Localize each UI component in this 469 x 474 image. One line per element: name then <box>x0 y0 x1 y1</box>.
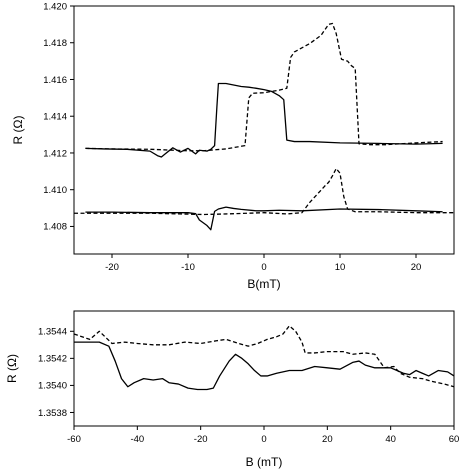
series-line-3 <box>85 206 443 231</box>
series-line-2 <box>73 325 455 388</box>
x-tick-label: -20 <box>105 262 119 273</box>
x-tick-label: 0 <box>261 262 266 273</box>
x-tick-label: -60 <box>67 434 81 445</box>
series-line-2 <box>85 22 443 152</box>
x-axis-label: B(mT) <box>247 277 280 291</box>
x-tick-label: 20 <box>411 262 422 273</box>
y-tick-label: 1.416 <box>43 75 67 86</box>
top-panel: -20 -10 0 10 20 1.408 1.410 1.412 1.414 1.416 1.41… <box>11 1 455 291</box>
x-tick-label: 60 <box>449 434 460 445</box>
x-tick-label: -20 <box>194 434 208 445</box>
x-tick-label: -10 <box>181 262 195 273</box>
series-line-4 <box>74 167 454 216</box>
y-tick-label: 1.3538 <box>38 408 67 419</box>
y-tick-label: 1.418 <box>43 38 67 49</box>
y-tick-label: 1.3542 <box>38 354 67 365</box>
series-line-1 <box>85 82 443 158</box>
y-tick-label: 1.3540 <box>38 381 67 392</box>
x-tick-label: 10 <box>335 262 346 273</box>
y-tick-label: 1.414 <box>43 112 67 123</box>
y-tick-label: 1.3544 <box>38 327 67 338</box>
y-tick-label: 1.420 <box>43 1 67 12</box>
x-tick-label: 20 <box>322 434 333 445</box>
y-axis-label: R (Ω) <box>5 354 19 383</box>
x-axis-label: B (mT) <box>246 455 283 469</box>
x-tick-label: -40 <box>130 434 144 445</box>
series-line-1 <box>74 341 455 391</box>
y-tick-label: 1.410 <box>43 185 67 196</box>
y-tick-label: 1.412 <box>43 148 67 159</box>
x-tick-label: 40 <box>385 434 396 445</box>
y-axis-label: R (Ω) <box>11 116 25 145</box>
bottom-panel: -60 -40 -20 0 20 40 60 1.3538 1.3540 1.3542 1.3544… <box>5 310 460 469</box>
plot-frame <box>73 5 455 255</box>
x-tick-label: 0 <box>261 434 266 445</box>
plot-frame <box>73 310 455 427</box>
y-tick-label: 1.408 <box>43 222 67 233</box>
